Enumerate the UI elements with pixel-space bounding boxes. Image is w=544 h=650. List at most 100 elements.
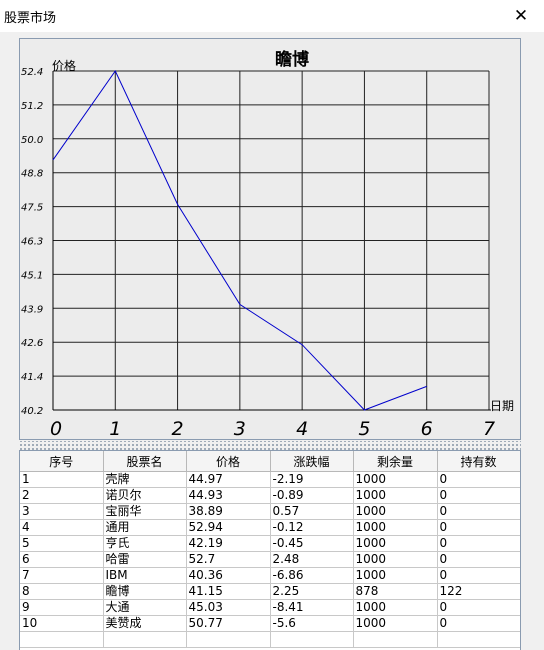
- cell-remaining: 1000: [353, 599, 438, 616]
- y-tick-label: 47.5: [21, 203, 43, 214]
- cell-change: 2.48: [270, 551, 354, 568]
- y-tick-label: 46.3: [21, 237, 43, 248]
- price-series-line: [52, 70, 427, 411]
- cell-remaining: 878: [353, 583, 438, 600]
- cell-remaining: 1000: [353, 615, 438, 632]
- cell-holding: 0: [437, 471, 520, 488]
- cell-remaining: 1000: [353, 551, 438, 568]
- cell-price: 50.77: [186, 615, 271, 632]
- y-tick-label: 45.1: [21, 270, 43, 281]
- data-point: [177, 203, 179, 205]
- table-row[interactable]: 1 壳牌 44.97 -2.19 1000 0: [20, 471, 520, 488]
- cell-holding: 122: [437, 583, 520, 600]
- cell-index: 1: [20, 471, 104, 488]
- cell-remaining: 1000: [353, 535, 438, 552]
- cell-name: 壳牌: [103, 471, 187, 488]
- table-row[interactable]: 3 宝丽华 38.89 0.57 1000 0: [20, 503, 520, 520]
- cell-price: 44.97: [186, 471, 271, 488]
- cell-holding: 0: [437, 503, 520, 520]
- column-header-price[interactable]: 价格: [186, 451, 271, 472]
- data-point: [239, 303, 241, 305]
- table-row[interactable]: 5 亨氏 42.19 -0.45 1000 0: [20, 535, 520, 552]
- stock-table: 序号 股票名 价格 涨跌幅 剩余量 持有数 1 壳牌 44.97 -2.19 1000 0…: [20, 451, 520, 648]
- cell-index: 10: [20, 615, 104, 632]
- cell-index: 5: [20, 535, 104, 552]
- cell-holding: 0: [437, 487, 520, 504]
- column-header-remaining[interactable]: 剩余量: [353, 451, 438, 472]
- table-header-row: 序号 股票名 价格 涨跌幅 剩余量 持有数: [20, 451, 520, 472]
- y-tick-label: 50.0: [21, 135, 43, 146]
- cell-name: 大通: [103, 599, 187, 616]
- cell-index: 3: [20, 503, 104, 520]
- cell-change: -5.6: [270, 615, 354, 632]
- cell-holding: 0: [437, 519, 520, 536]
- stock-table-panel: 序号 股票名 价格 涨跌幅 剩余量 持有数 1 壳牌 44.97 -2.19 1000 0…: [19, 450, 521, 650]
- cell-change: -8.41: [270, 599, 354, 616]
- y-tick-label: 51.2: [21, 101, 43, 112]
- cell-holding: 0: [437, 615, 520, 632]
- cell-name: 哈雷: [103, 551, 187, 568]
- cell-price: 45.03: [186, 599, 271, 616]
- cell-price: 44.93: [186, 487, 271, 504]
- window-title: 股票市场: [4, 11, 57, 26]
- cell-index: 6: [20, 551, 104, 568]
- y-tick-label: 42.6: [21, 338, 43, 349]
- window-titlebar: 股票市场 ✕: [0, 0, 544, 32]
- cell-change: -2.19: [270, 471, 354, 488]
- column-header-index[interactable]: 序号: [20, 451, 104, 472]
- cell-price: 52.7: [186, 551, 271, 568]
- x-tick-label: 5: [358, 418, 370, 439]
- cell-change: -0.12: [270, 519, 354, 536]
- cell-empty: [20, 631, 104, 648]
- cell-name: 瞻博: [103, 583, 187, 600]
- column-header-change[interactable]: 涨跌幅: [270, 451, 354, 472]
- y-tick-label: 40.2: [21, 406, 43, 417]
- panel-splitter[interactable]: [19, 441, 521, 450]
- cell-name: 美赞成: [103, 615, 187, 632]
- x-tick-label: 7: [483, 418, 495, 439]
- cell-holding: 0: [437, 535, 520, 552]
- table-row[interactable]: 2 诺贝尔 44.93 -0.89 1000 0: [20, 487, 520, 504]
- cell-empty: [353, 631, 438, 648]
- cell-index: 7: [20, 567, 104, 584]
- y-axis-label: 价格: [52, 58, 76, 73]
- y-tick-label: 48.8: [21, 169, 43, 180]
- cell-name: IBM: [103, 567, 187, 584]
- cell-remaining: 1000: [353, 487, 438, 504]
- table-row[interactable]: 4 通用 52.94 -0.12 1000 0: [20, 519, 520, 536]
- cell-empty: [103, 631, 187, 648]
- y-tick-label: 52.4: [21, 67, 43, 78]
- cell-empty: [437, 631, 520, 648]
- cell-change: -0.45: [270, 535, 354, 552]
- cell-change: 0.57: [270, 503, 354, 520]
- y-tick-label: 43.9: [21, 304, 43, 315]
- cell-price: 38.89: [186, 503, 271, 520]
- column-header-holding[interactable]: 持有数: [437, 451, 520, 472]
- data-point: [363, 409, 365, 411]
- close-button[interactable]: ✕: [498, 0, 544, 32]
- cell-index: 4: [20, 519, 104, 536]
- price-line-chart: 52.4 51.2 50.0 48.8 47.5 46.3 45.1 43.9 42.6 41.4…: [21, 49, 514, 439]
- table-row[interactable]: 9 大通 45.03 -8.41 1000 0: [20, 599, 520, 616]
- cell-name: 宝丽华: [103, 503, 187, 520]
- data-point: [301, 344, 303, 346]
- y-tick-label: 41.4: [21, 372, 43, 383]
- cell-name: 亨氏: [103, 535, 187, 552]
- cell-index: 2: [20, 487, 104, 504]
- table-row[interactable]: 6 哈雷 52.7 2.48 1000 0: [20, 551, 520, 568]
- table-row[interactable]: 7 IBM 40.36 -6.86 1000 0: [20, 567, 520, 584]
- data-point: [114, 70, 116, 72]
- cell-remaining: 1000: [353, 567, 438, 584]
- cell-price: 40.36: [186, 567, 271, 584]
- cell-price: 52.94: [186, 519, 271, 536]
- cell-change: 2.25: [270, 583, 354, 600]
- table-row[interactable]: 10 美赞成 50.77 -5.6 1000 0: [20, 615, 520, 632]
- x-tick-label: 1: [109, 418, 121, 439]
- column-header-name[interactable]: 股票名: [103, 451, 187, 472]
- table-row[interactable]: 8 瞻博 41.15 2.25 878 122: [20, 583, 520, 600]
- cell-empty: [270, 631, 354, 648]
- data-point: [426, 385, 428, 387]
- data-point: [52, 159, 54, 161]
- cell-price: 41.15: [186, 583, 271, 600]
- cell-name: 诺贝尔: [103, 487, 187, 504]
